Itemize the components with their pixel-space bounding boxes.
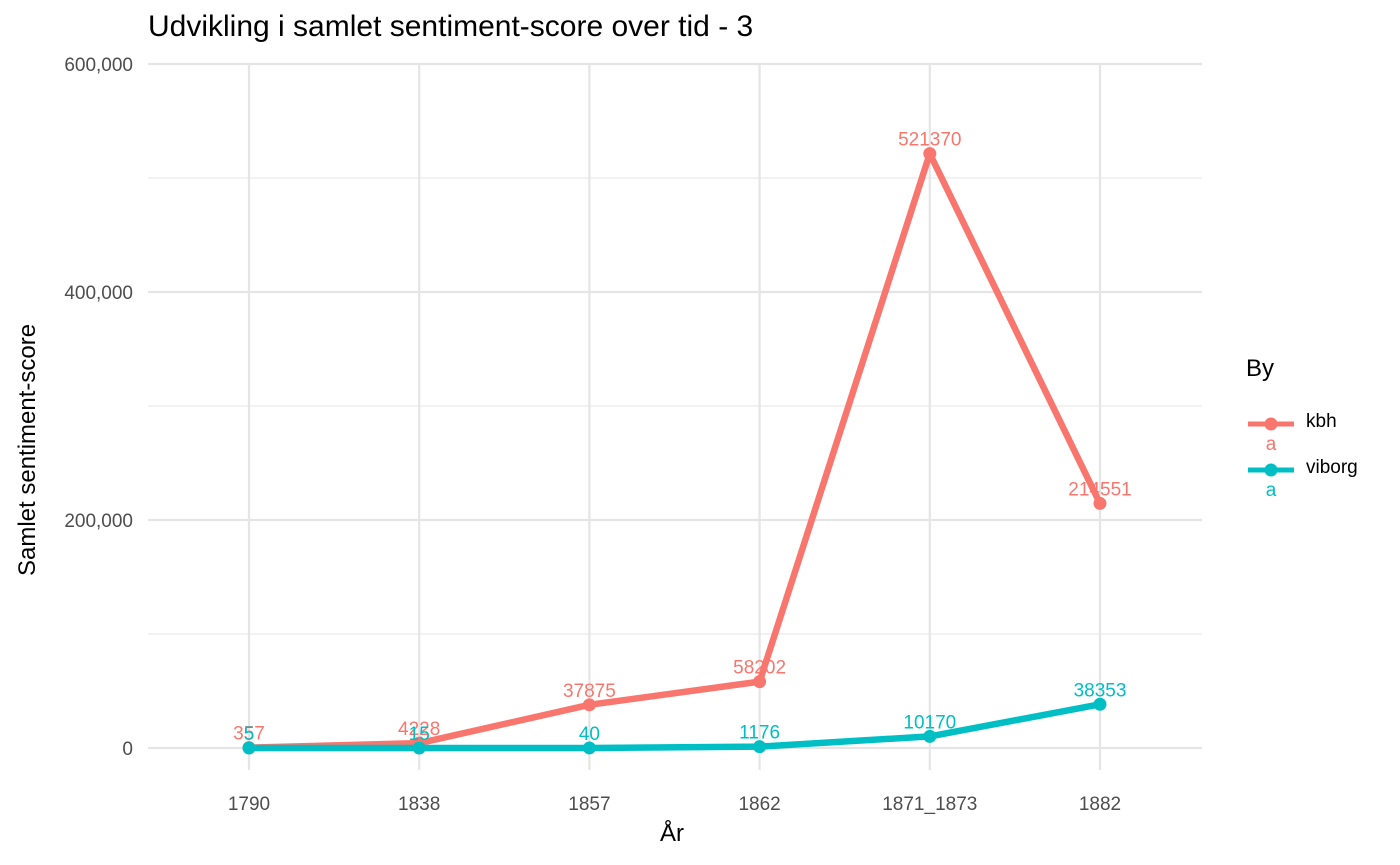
x-tick-label: 1862 xyxy=(738,794,780,815)
x-tick-label: 1857 xyxy=(568,794,610,815)
legend-label-viborg: viborg xyxy=(1306,457,1358,478)
y-tick-label: 600,000 xyxy=(64,55,133,76)
data-labels: 357 4228 37875 58202 521370 214551 5 15 40 1176 10… xyxy=(233,130,1132,745)
x-tick-label: 1838 xyxy=(398,794,440,815)
x-tick-label: 1790 xyxy=(228,794,270,815)
x-tick-label: 1882 xyxy=(1079,794,1121,815)
data-label-kbh-1862: 58202 xyxy=(733,658,786,679)
grid-major xyxy=(148,62,1202,770)
point-viborg-1862 xyxy=(753,740,767,754)
point-kbh-1882 xyxy=(1093,496,1107,510)
x-tick-labels: 1790 1838 1857 1862 1871_1873 1882 xyxy=(228,794,1121,815)
point-viborg-1882 xyxy=(1093,697,1107,711)
series-line-viborg xyxy=(248,701,1101,752)
grid-minor xyxy=(148,177,1202,635)
data-label-viborg-1857: 40 xyxy=(579,724,600,745)
point-kbh-1871_1873 xyxy=(923,147,937,161)
point-viborg-1871_1873 xyxy=(923,729,937,743)
legend-item-viborg: a viborg xyxy=(1246,451,1396,497)
legend-title: By xyxy=(1246,355,1275,382)
data-label-viborg-1882: 38353 xyxy=(1074,680,1127,701)
series-lines xyxy=(248,150,1103,752)
x-tick-label: 1871_1873 xyxy=(882,794,977,815)
point-kbh-1857 xyxy=(582,698,596,712)
point-viborg-1790 xyxy=(242,741,256,755)
series-line-kbh xyxy=(248,150,1103,751)
data-label-viborg-1838: 15 xyxy=(409,724,430,745)
legend: By a kbh a viborg xyxy=(1246,355,1396,497)
svg-text:a: a xyxy=(1266,434,1277,451)
svg-text:a: a xyxy=(1266,480,1277,497)
chart-title: Udvikling i samlet sentiment-score over … xyxy=(148,10,754,43)
series-points xyxy=(242,147,1107,755)
legend-key-viborg: a xyxy=(1248,463,1294,497)
legend-label-kbh: kbh xyxy=(1306,411,1337,432)
data-label-kbh-1790: 357 xyxy=(233,724,265,745)
y-tick-label: 200,000 xyxy=(64,511,133,532)
x-axis-title: År xyxy=(660,820,684,847)
y-tick-label: 400,000 xyxy=(64,283,133,304)
y-axis-title: Samlet sentiment-score xyxy=(14,323,41,576)
point-kbh-1862 xyxy=(753,675,767,689)
data-label-kbh-1857: 37875 xyxy=(563,681,616,702)
point-viborg-1857 xyxy=(582,741,596,755)
data-label-viborg-1790: 5 xyxy=(244,724,255,745)
data-label-viborg-1862: 1176 xyxy=(739,723,780,744)
y-tick-labels: 0 200,000 400,000 600,000 xyxy=(64,55,133,760)
point-viborg-1838 xyxy=(412,741,426,755)
data-label-viborg-1871_1873: 10170 xyxy=(903,712,956,733)
y-tick-label: 0 xyxy=(122,739,133,760)
legend-item-kbh: a kbh xyxy=(1246,405,1396,451)
data-label-kbh-1871_1873: 521370 xyxy=(898,130,961,151)
legend-key-kbh: a xyxy=(1248,417,1294,451)
data-label-kbh-1882: 214551 xyxy=(1068,479,1131,500)
data-label-kbh-1838: 4228 xyxy=(398,719,440,740)
